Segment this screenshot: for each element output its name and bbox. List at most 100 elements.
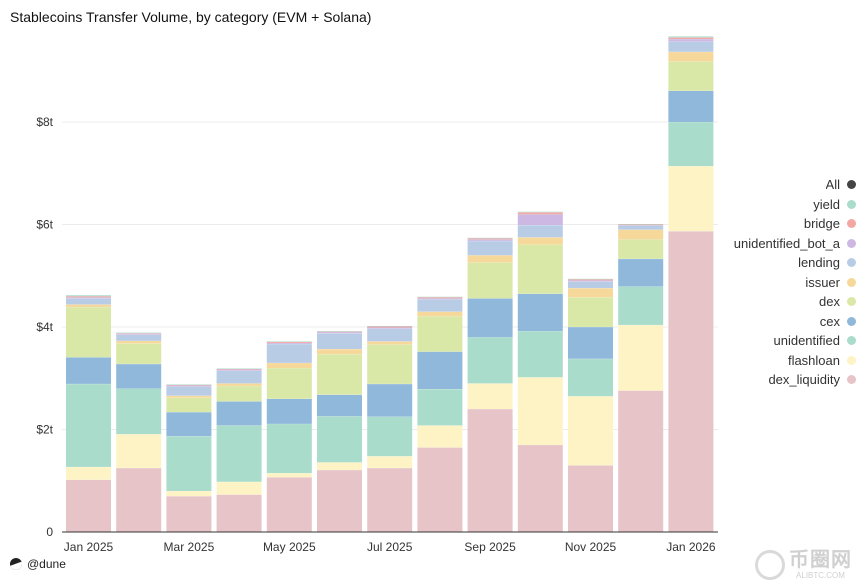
legend-item[interactable]: yield (700, 195, 856, 215)
legend-item[interactable]: All (700, 175, 856, 195)
bar-segment-unidentified_bot_a (618, 225, 664, 226)
bar-segment-yield (568, 278, 613, 280)
bar-segment-dex (367, 344, 413, 384)
bar-segment-yield (517, 211, 563, 213)
bar-segment-dex_liquidity (216, 494, 262, 532)
bar-segment-dex_liquidity (317, 469, 362, 532)
y-tick-label: 0 (46, 525, 53, 539)
bar-segment-bridge (618, 224, 664, 226)
legend-item[interactable]: dex (700, 292, 856, 312)
bar-segment-dex (517, 244, 563, 294)
bar-segment-bridge (467, 238, 513, 240)
bar-segment-dex_liquidity (417, 447, 463, 532)
legend-swatch (847, 375, 856, 385)
footer-brand: @dune (10, 557, 66, 571)
legend-item[interactable]: unidentified (700, 331, 856, 351)
y-tick-label: $4t (36, 320, 53, 334)
watermark-sub: ALIBTC.COM (796, 571, 845, 580)
bar-segment-dex (116, 343, 162, 364)
legend-label: issuer (805, 274, 840, 290)
bar-segment-yield (668, 36, 714, 38)
bar-segment-dex_liquidity (668, 231, 714, 532)
bar-segment-yield (367, 325, 413, 327)
bar-segment-dex_liquidity (517, 444, 563, 532)
bar-segment-cex (116, 363, 162, 389)
bar-segment-lending (367, 328, 413, 342)
bar-segment-flashloan (317, 462, 362, 470)
legend-item[interactable]: dex_liquidity (700, 370, 856, 390)
bar-segment-dex (216, 385, 262, 402)
bar-segment-dex (166, 397, 212, 413)
x-tick-label: Jan 2026 (666, 540, 716, 554)
bar-segment-issuer (66, 304, 111, 308)
bar-segment-flashloan (66, 466, 111, 480)
bar-segment-issuer (618, 229, 664, 240)
bar-segment-cex (668, 90, 714, 122)
legend-label: dex_liquidity (768, 372, 840, 388)
bar-segment-bridge (66, 296, 111, 298)
bar-segment-lending (317, 333, 362, 350)
bar-segment-dex_liquidity (166, 496, 212, 532)
bar-segment-unidentified (568, 358, 613, 397)
legend-item[interactable]: flashloan (700, 351, 856, 371)
bar-segment-cex (166, 412, 212, 437)
bar-segment-lending (66, 298, 111, 305)
bar-segment-dex_liquidity (467, 409, 513, 532)
bar-segment-dex_liquidity (618, 390, 664, 532)
bar-segment-lending (116, 334, 162, 341)
bar-segment-issuer (367, 341, 413, 345)
legend-label: yield (813, 196, 840, 212)
x-tick-label: Mar 2025 (164, 540, 215, 554)
bar-segment-unidentified_bot_a (568, 280, 613, 282)
bar-segment-yield (317, 331, 362, 332)
bar-segment-dex (568, 297, 613, 327)
chart-title: Stablecoins Transfer Volume, by category… (10, 9, 372, 25)
bar-segment-unidentified_bot_a (166, 385, 212, 387)
x-tick-label: Jul 2025 (367, 540, 413, 554)
legend-label: All (825, 177, 840, 193)
legend-swatch (847, 180, 856, 190)
bar-segment-issuer (216, 383, 262, 386)
bar-segment-issuer (166, 395, 212, 398)
bar-segment-flashloan (668, 166, 714, 232)
bar-segment-dex (317, 354, 362, 395)
bar-segment-unidentified_bot_a (266, 342, 312, 344)
y-tick-label: $6t (36, 218, 53, 232)
legend-item[interactable]: issuer (700, 273, 856, 293)
legend-label: unidentified_bot_a (733, 235, 840, 251)
bar-segment-bridge (367, 326, 413, 328)
bar-segment-issuer (668, 51, 714, 62)
bar-segment-flashloan (116, 434, 162, 468)
dune-logo-icon (10, 558, 22, 570)
bar-segment-unidentified (166, 436, 212, 491)
bar-segment-yield (417, 296, 463, 298)
bar-segment-lending (467, 240, 513, 256)
bar-segment-unidentified_bot_a (317, 332, 362, 334)
bar-segment-lending (618, 225, 664, 230)
legend-item[interactable]: lending (700, 253, 856, 273)
legend-swatch (847, 297, 856, 307)
bar-segment-yield (467, 237, 513, 239)
bar-segment-cex (367, 383, 413, 417)
bar-segment-lending (417, 299, 463, 312)
bar-segment-flashloan (568, 396, 613, 466)
legend-item[interactable]: cex (700, 312, 856, 332)
legend-item[interactable]: unidentified_bot_a (700, 234, 856, 254)
bar-segment-cex (467, 298, 513, 338)
bar-segment-cex (568, 327, 613, 359)
bar-segment-issuer (517, 237, 563, 245)
bar-segment-unidentified_bot_a (517, 214, 563, 226)
watermark: 币圈网 ALIBTC.COM (755, 549, 852, 580)
bar-segment-unidentified (317, 416, 362, 463)
bar-segment-yield (266, 341, 312, 342)
bar-segment-dex_liquidity (367, 467, 413, 532)
legend-label: bridge (803, 216, 840, 232)
bar-segment-cex (266, 398, 312, 424)
legend-item[interactable]: bridge (700, 214, 856, 234)
bar-segment-bridge (568, 279, 613, 281)
bar-segment-yield (116, 332, 162, 334)
bar-segment-flashloan (166, 491, 212, 497)
x-tick-label: Jan 2025 (64, 540, 114, 554)
